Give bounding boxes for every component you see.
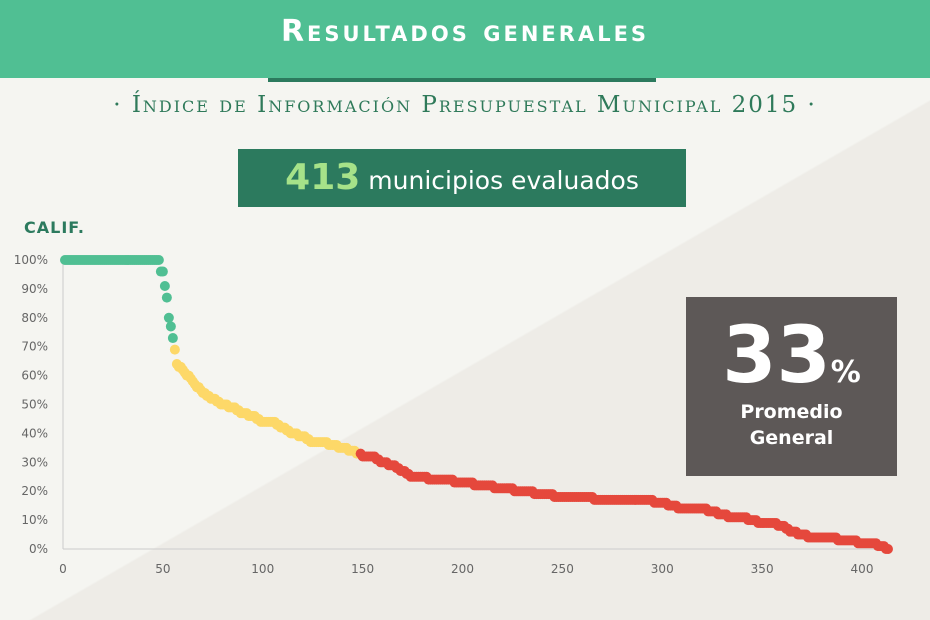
y-tick-label: 50% <box>21 398 48 412</box>
average-label-line2: General <box>749 427 834 449</box>
data-point <box>157 266 168 277</box>
y-tick-label: 0% <box>29 542 48 556</box>
count-number: 413 <box>285 157 361 198</box>
average-label: Promedio General <box>686 399 897 451</box>
data-point <box>153 255 164 265</box>
data-point <box>165 321 176 332</box>
x-tick-label: 350 <box>751 562 774 576</box>
page-title: Resultados generales <box>280 14 650 49</box>
average-number: 33 <box>722 311 831 401</box>
y-tick-label: 70% <box>21 340 48 354</box>
chart-points <box>59 255 893 554</box>
average-label-line1: Promedio <box>740 401 843 423</box>
y-tick-label: 40% <box>21 426 48 440</box>
y-tick-label: 100% <box>14 253 48 267</box>
y-tick-label: 90% <box>21 282 48 296</box>
x-tick-label: 200 <box>451 562 474 576</box>
subtitle: · Índice de Información Presupuestal Mun… <box>113 92 817 118</box>
header-underline <box>268 78 656 82</box>
average-value: 33% <box>686 311 897 401</box>
chart-axes <box>62 256 892 550</box>
data-point <box>169 344 180 355</box>
x-tick-label: 0 <box>59 562 67 576</box>
y-tick-label: 10% <box>21 513 48 527</box>
header-bar: Resultados generales <box>0 0 930 78</box>
y-axis-label: CALIF. <box>24 218 85 237</box>
data-point <box>167 333 178 344</box>
y-tick-label: 60% <box>21 369 48 383</box>
x-tick-label: 100 <box>251 562 274 576</box>
count-label: municipios evaluados <box>368 166 639 195</box>
data-point <box>163 312 174 323</box>
x-tick-label: 250 <box>551 562 574 576</box>
x-tick-label: 300 <box>651 562 674 576</box>
data-point <box>159 281 170 292</box>
data-point <box>882 544 893 554</box>
average-unit: % <box>830 355 861 390</box>
y-tick-label: 20% <box>21 484 48 498</box>
y-tick-label: 80% <box>21 311 48 325</box>
average-box: 33% Promedio General <box>686 297 897 476</box>
x-tick-label: 400 <box>851 562 874 576</box>
chart-ticks: 0 50 100 150 200 250 300 350 400 0% 10% 20% 30% 40% 50… <box>14 253 874 576</box>
count-banner: 413 municipios evaluados <box>238 149 686 207</box>
data-point <box>161 292 172 303</box>
x-tick-label: 150 <box>351 562 374 576</box>
y-tick-label: 30% <box>21 455 48 469</box>
x-tick-label: 50 <box>155 562 170 576</box>
